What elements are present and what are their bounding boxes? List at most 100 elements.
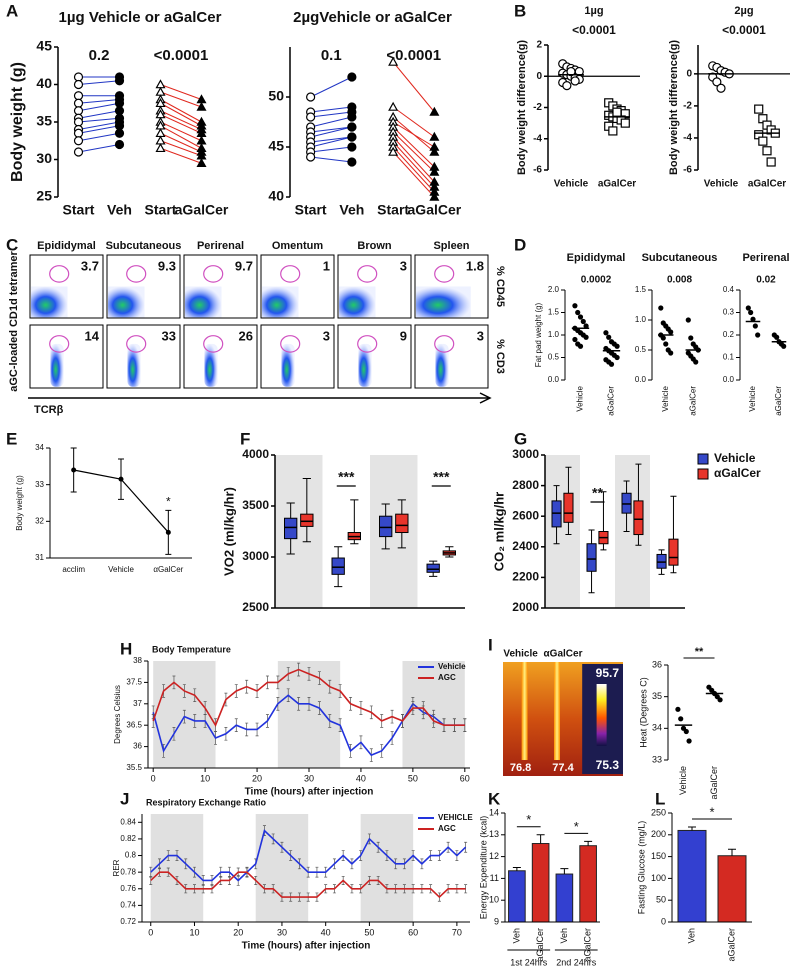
marker bbox=[429, 146, 440, 156]
x-tick-label: aGalCer bbox=[688, 386, 697, 416]
chart-title: Respiratory Exchange Ratio bbox=[146, 797, 267, 807]
pair-line bbox=[310, 126, 352, 138]
pair-line bbox=[160, 121, 202, 142]
box bbox=[426, 563, 440, 573]
marker bbox=[583, 334, 589, 340]
marker bbox=[155, 86, 166, 96]
marker bbox=[755, 332, 761, 338]
chart-title: Epididymal bbox=[567, 252, 626, 264]
box bbox=[331, 557, 345, 575]
y-tick-label: 2600 bbox=[512, 508, 539, 522]
marker bbox=[668, 350, 674, 356]
whisker bbox=[623, 480, 630, 532]
p-value: 0.1 bbox=[321, 47, 342, 64]
y-tick-label: 2000 bbox=[512, 600, 539, 614]
gate bbox=[434, 335, 455, 353]
marker bbox=[575, 309, 581, 316]
marker bbox=[754, 104, 764, 114]
pair-line bbox=[160, 84, 202, 100]
whisker bbox=[658, 549, 665, 575]
cell-density bbox=[204, 343, 218, 387]
y-tick-label: 35 bbox=[36, 113, 52, 129]
x-tick-label: aGalCer bbox=[535, 928, 545, 962]
marker bbox=[196, 94, 207, 104]
whisker bbox=[429, 560, 438, 577]
pair-line bbox=[78, 125, 120, 134]
panel-letter: E bbox=[6, 429, 17, 448]
pair-line bbox=[392, 141, 435, 188]
error-bar bbox=[464, 841, 468, 853]
pair-line bbox=[392, 126, 435, 168]
y-tick-label: 40 bbox=[268, 188, 284, 204]
marker bbox=[73, 72, 84, 82]
box bbox=[379, 515, 393, 538]
y-tick-label: 32 bbox=[35, 516, 44, 525]
legend-label: VEHICLE bbox=[438, 813, 473, 822]
pair-line bbox=[392, 131, 435, 173]
panel-letter: L bbox=[655, 789, 665, 808]
pair-line bbox=[160, 140, 202, 157]
y-tick-label: 1.0 bbox=[548, 330, 560, 339]
whisker bbox=[670, 495, 677, 574]
y-tick-label: 2 bbox=[536, 40, 542, 51]
marker bbox=[114, 98, 125, 108]
chart-title: 2µgVehicle or aGalCer bbox=[293, 9, 452, 26]
box bbox=[563, 492, 574, 523]
marker bbox=[347, 72, 357, 82]
whisker bbox=[553, 485, 560, 545]
p-value: 0.008 bbox=[667, 275, 692, 286]
marker bbox=[347, 112, 357, 122]
x-tick-label: 10 bbox=[200, 773, 210, 783]
tail bbox=[521, 662, 528, 760]
y-tick-label: 0.0 bbox=[548, 375, 560, 384]
y-tick-label: 30 bbox=[36, 150, 52, 166]
marker bbox=[678, 716, 684, 722]
cell-density bbox=[50, 343, 64, 387]
cell-density bbox=[31, 286, 68, 318]
gate-percent: 33 bbox=[162, 328, 176, 343]
y-tick-label: -2 bbox=[683, 101, 692, 112]
panel-letter: C bbox=[6, 235, 18, 254]
marker bbox=[752, 323, 758, 329]
y-axis-label: Fasting Glucose (mg/L) bbox=[636, 821, 646, 915]
y-axis-label: Body weight (g) bbox=[9, 62, 26, 182]
y-tick-label: 34 bbox=[35, 443, 44, 452]
whisker bbox=[635, 463, 642, 546]
marker bbox=[577, 343, 584, 349]
x-tick-label: 50 bbox=[364, 927, 374, 937]
marker bbox=[570, 76, 580, 86]
pair-line bbox=[310, 136, 352, 143]
y-tick-label: 35 bbox=[652, 691, 662, 701]
marker bbox=[155, 79, 166, 89]
x-tick-label: 60 bbox=[408, 927, 418, 937]
box bbox=[300, 513, 314, 527]
x-tick-label: aGalCer bbox=[726, 928, 736, 962]
x-axis-label: Time (hours) after injection bbox=[242, 941, 371, 952]
marker bbox=[73, 128, 84, 138]
y-axis-label: RER bbox=[112, 859, 121, 876]
y-axis-label: Body weight (g) bbox=[15, 475, 24, 531]
gate-percent: 1 bbox=[323, 258, 330, 273]
marker bbox=[762, 146, 772, 156]
x-tick-label: Vehicle bbox=[554, 179, 589, 190]
legend-label: Vehicle bbox=[714, 451, 756, 465]
x-tick-label: Vehicle bbox=[678, 766, 688, 795]
y-tick-label: 2200 bbox=[512, 570, 539, 584]
y-tick-label: 40 bbox=[36, 75, 52, 91]
y-tick-label: 11 bbox=[490, 873, 499, 883]
y-tick-label: 1.5 bbox=[548, 308, 560, 317]
marker bbox=[781, 343, 787, 349]
x-tick-label: Veh bbox=[339, 202, 364, 218]
y-tick-label: 0.76 bbox=[120, 884, 136, 893]
marker bbox=[73, 98, 84, 108]
y-tick-label: 36 bbox=[652, 659, 662, 669]
panel-letter: D bbox=[514, 235, 526, 254]
x-tick-label: Start bbox=[377, 202, 409, 218]
marker bbox=[572, 303, 578, 309]
pair-line bbox=[310, 116, 352, 128]
x-tick-label: Vehicle bbox=[576, 385, 585, 411]
panel-letter: I bbox=[488, 635, 493, 654]
marker bbox=[683, 728, 689, 735]
x-tick-label: Start bbox=[145, 202, 177, 218]
whisker bbox=[286, 502, 295, 555]
